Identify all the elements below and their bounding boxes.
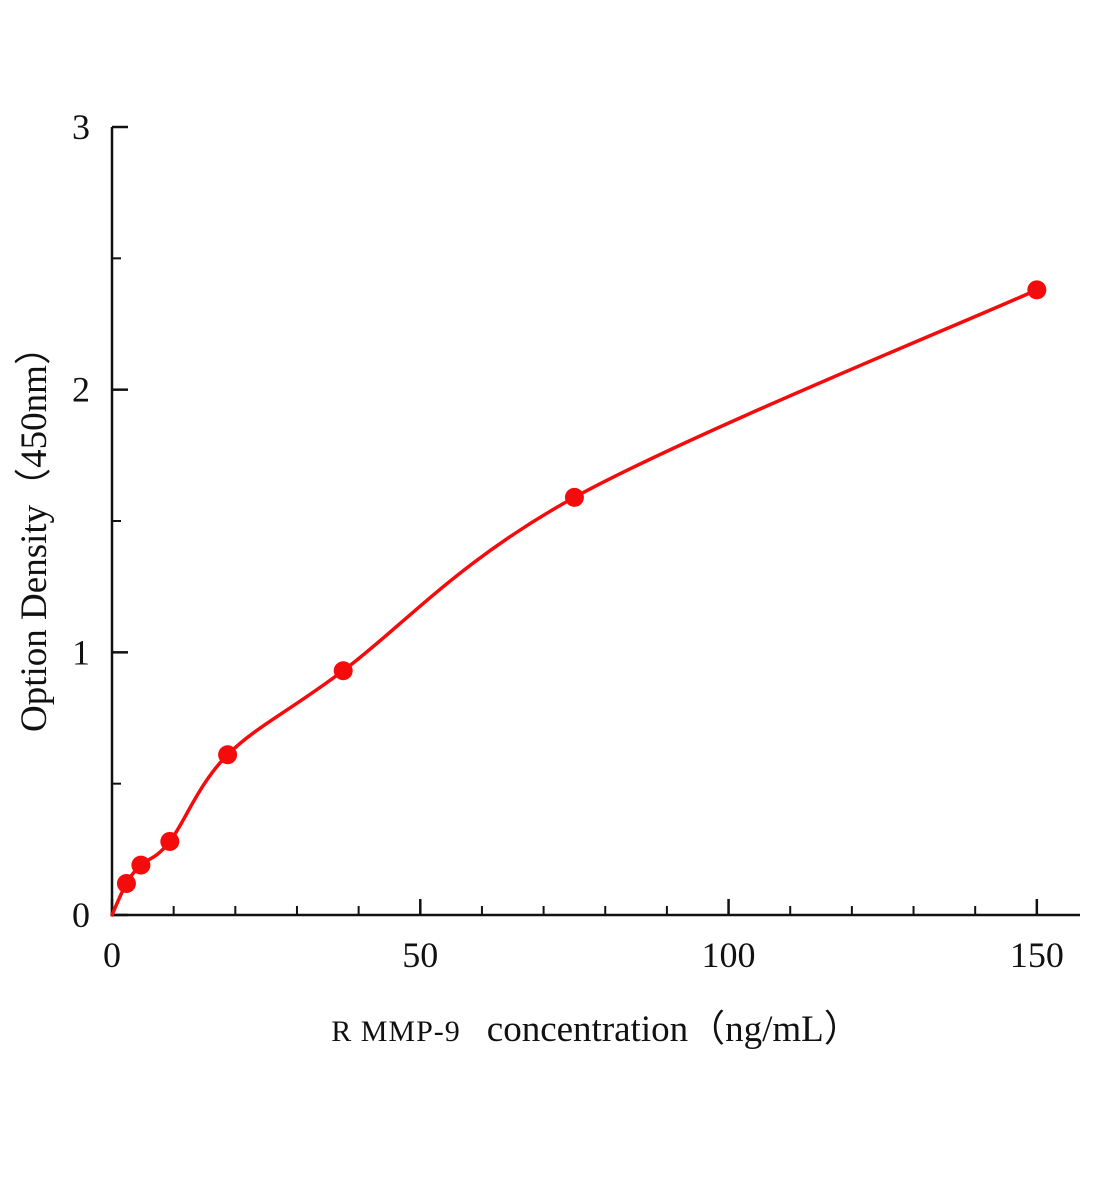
y-tick-label: 3 xyxy=(72,107,90,147)
y-tick-label: 2 xyxy=(72,370,90,410)
data-point xyxy=(160,831,180,851)
y-tick-label: 0 xyxy=(72,895,90,935)
x-tick-label: 50 xyxy=(402,935,438,975)
data-point xyxy=(1027,280,1047,300)
data-point xyxy=(218,745,238,765)
x-tick-label: 150 xyxy=(1010,935,1064,975)
data-point xyxy=(333,661,353,681)
x-tick-label: 0 xyxy=(103,935,121,975)
fit-curve xyxy=(110,288,1039,917)
x-tick-label: 100 xyxy=(702,935,756,975)
data-point xyxy=(131,855,151,875)
data-point xyxy=(116,873,136,893)
y-tick-label: 1 xyxy=(72,632,90,672)
data-point xyxy=(564,487,584,507)
